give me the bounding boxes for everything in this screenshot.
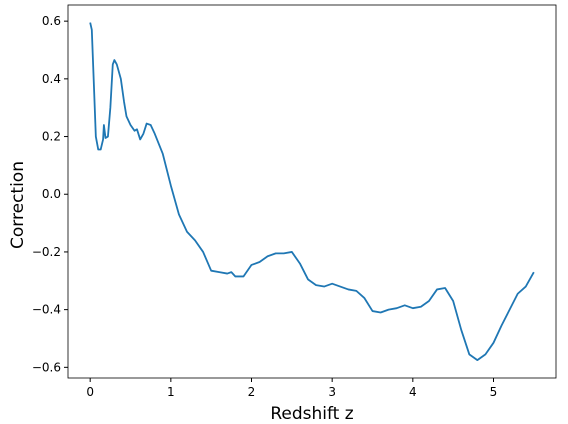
y-tick-label: −0.2 — [32, 245, 61, 259]
y-tick-label: 0.4 — [42, 72, 61, 86]
y-tick-label: −0.4 — [32, 303, 61, 317]
plot-frame — [67, 4, 557, 379]
y-tick-label: −0.6 — [32, 360, 61, 374]
x-tick-label: 1 — [167, 385, 175, 399]
x-tick-label: 4 — [409, 385, 417, 399]
y-tick-label: 0.6 — [42, 14, 61, 28]
y-tick-label: 0.0 — [42, 187, 61, 201]
line — [89, 22, 535, 362]
y-axis-label: Correction — [8, 161, 28, 249]
x-tick-label: 2 — [248, 385, 256, 399]
x-tick-label: 3 — [328, 385, 336, 399]
x-tick-label: 5 — [490, 385, 498, 399]
x-axis-label: Redshift z — [270, 404, 353, 424]
x-tick-label: 0 — [86, 385, 94, 399]
y-tick-label: 0.2 — [42, 130, 61, 144]
